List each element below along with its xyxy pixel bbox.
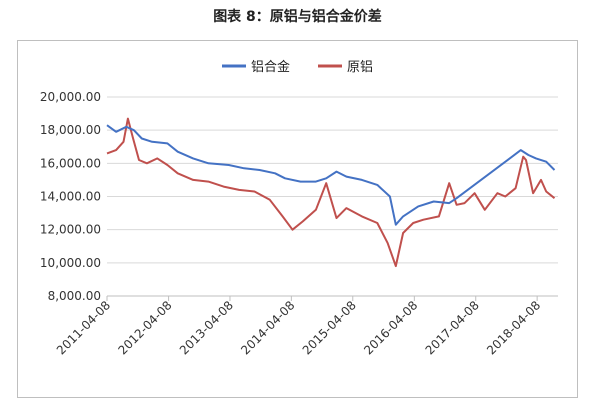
- y-tick-label: 12,000.00: [40, 223, 101, 237]
- y-tick-label: 20,000.00: [40, 90, 101, 104]
- gridlines: [107, 96, 558, 297]
- x-tick-label: 2018-04-08: [484, 298, 543, 357]
- y-tick-label: 16,000.00: [40, 156, 101, 170]
- legend-label: 原铝: [347, 60, 373, 75]
- x-axis-tick-labels: 2011-04-08 2012-04-08 2013-04-08 2014-04-08…: [54, 296, 543, 357]
- chart-title: 图表 8：原铝与铝合金价差: [213, 9, 382, 25]
- x-tick-label: 2012-04-08: [115, 298, 174, 357]
- x-tick-label: 2014-04-08: [238, 298, 297, 357]
- legend-label: 铝合金: [251, 59, 290, 75]
- x-tick-label: 2011-04-08: [54, 298, 113, 357]
- y-tick-label: 10,000.00: [40, 256, 101, 270]
- chart-frame: [17, 40, 578, 398]
- series-line-铝合金: [106, 124, 556, 226]
- y-tick-label: 18,000.00: [40, 123, 101, 137]
- legend: 铝合金 原铝: [222, 59, 373, 75]
- x-tick-label: 2013-04-08: [177, 298, 236, 357]
- y-tick-label: 14,000.00: [40, 190, 101, 204]
- y-tick-label: 8,000.00: [48, 289, 101, 303]
- series-line-原铝: [106, 117, 556, 268]
- x-tick-label: 2017-04-08: [423, 298, 482, 357]
- series-lines: [106, 117, 556, 268]
- x-tick-label: 2016-04-08: [361, 298, 420, 357]
- y-axis-tick-labels: 8,000.00 10,000.00 12,000.00 14,000.00 16,00…: [40, 90, 101, 303]
- x-tick-label: 2015-04-08: [300, 298, 359, 357]
